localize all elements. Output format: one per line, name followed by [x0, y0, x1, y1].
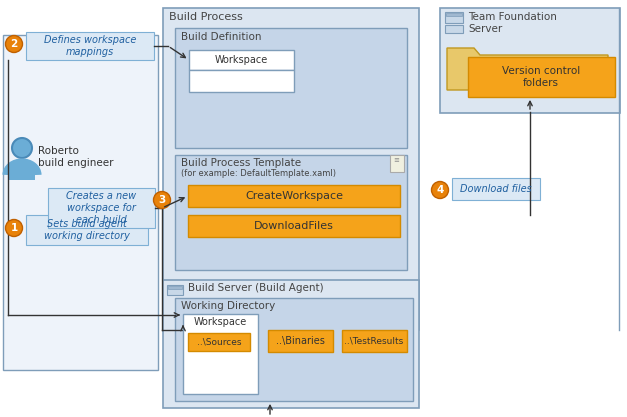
Text: Workspace: Workspace [214, 55, 268, 65]
Text: 4: 4 [436, 185, 444, 195]
Text: Working Directory: Working Directory [181, 301, 275, 311]
Bar [342, 330, 407, 352]
Circle shape [154, 191, 171, 208]
Text: Defines workspace
mappings: Defines workspace mappings [44, 35, 136, 57]
Bar [188, 215, 400, 237]
Bar [163, 280, 419, 408]
Bar [188, 333, 250, 351]
Text: Creates a new
workspace for
each build: Creates a new workspace for each build [66, 191, 137, 225]
Text: ..\TestResults: ..\TestResults [344, 337, 404, 346]
Bar [390, 155, 404, 172]
Text: (for example: DefaultTemplate.xaml): (for example: DefaultTemplate.xaml) [181, 169, 336, 178]
Bar [3, 35, 158, 370]
Bar [9, 168, 35, 180]
Text: Build Process: Build Process [169, 12, 243, 22]
Text: 1: 1 [11, 223, 18, 233]
Text: Roberto
build engineer: Roberto build engineer [38, 146, 113, 168]
Text: Build Process Template: Build Process Template [181, 158, 301, 168]
Text: Build Server (Build Agent): Build Server (Build Agent) [188, 283, 324, 293]
Bar [163, 8, 419, 330]
Bar [26, 215, 148, 245]
Text: Build Definition: Build Definition [181, 32, 261, 42]
Text: Team Foundation
Server: Team Foundation Server [468, 12, 557, 34]
Polygon shape [447, 48, 608, 90]
Bar [175, 298, 413, 401]
Circle shape [6, 219, 23, 236]
Text: 3: 3 [159, 195, 166, 205]
Text: Workspace: Workspace [193, 317, 246, 327]
Bar [26, 32, 154, 60]
Circle shape [431, 181, 448, 198]
Bar [175, 155, 407, 270]
Bar [452, 178, 540, 200]
Bar [189, 70, 294, 92]
Bar [440, 8, 620, 113]
Text: Sets build agent
working directory: Sets build agent working directory [44, 219, 130, 241]
Bar [445, 25, 463, 33]
Text: Version control
folders: Version control folders [502, 66, 580, 88]
Bar [175, 28, 407, 148]
Bar [188, 185, 400, 207]
Bar [183, 314, 258, 394]
Text: ≡: ≡ [393, 157, 399, 163]
Circle shape [12, 138, 32, 158]
Bar [167, 285, 183, 295]
Bar [48, 188, 155, 228]
Text: ..\Binaries: ..\Binaries [275, 336, 324, 346]
Text: Download files: Download files [460, 184, 532, 194]
Circle shape [6, 35, 23, 53]
Bar [445, 12, 463, 23]
Text: DownloadFiles: DownloadFiles [254, 221, 334, 231]
Text: ..\Sources: ..\Sources [197, 337, 241, 347]
Bar [168, 286, 182, 289]
Bar [189, 50, 294, 70]
Bar [446, 13, 462, 16]
Bar [468, 57, 615, 97]
Text: CreateWorkspace: CreateWorkspace [245, 191, 343, 201]
Text: 2: 2 [11, 39, 18, 49]
Bar [268, 330, 333, 352]
